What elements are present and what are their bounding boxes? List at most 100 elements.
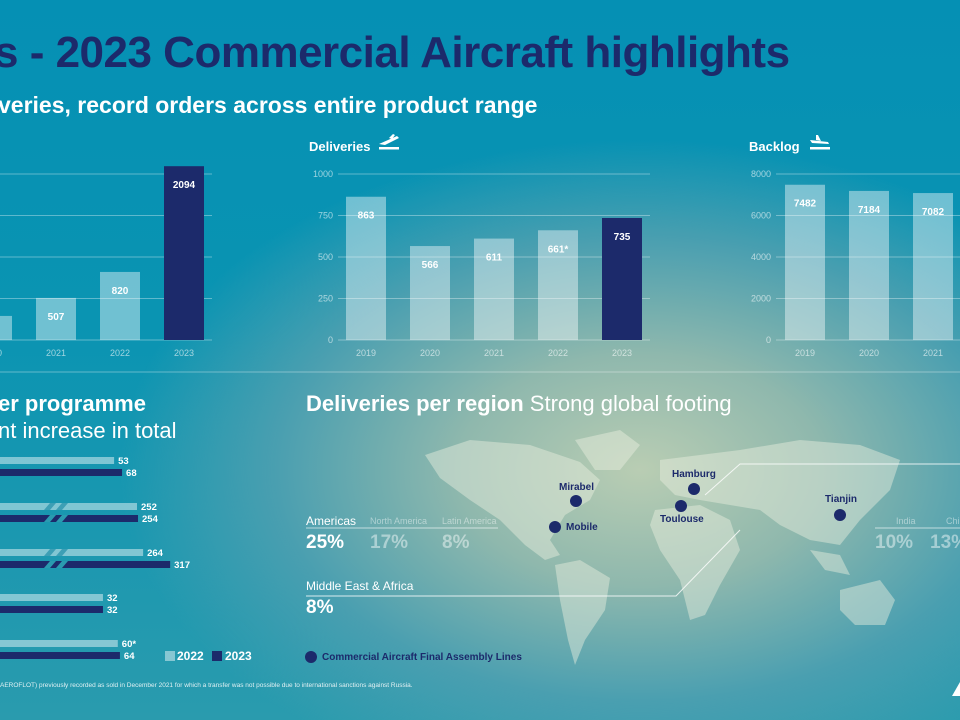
- bar: [0, 315, 12, 340]
- x-tick-label: 2023: [174, 348, 194, 358]
- x-tick-label: 2021: [923, 348, 943, 358]
- programme-bar-value: 32: [107, 605, 118, 616]
- north-america-label: North America: [370, 516, 428, 526]
- axis-break-mark: [44, 503, 56, 510]
- airbus-logo-fragment: [952, 682, 960, 696]
- bar-value-label: 7082: [922, 207, 945, 218]
- x-tick-label: 2020: [0, 348, 2, 358]
- programme-bar-value: 60*: [122, 639, 137, 650]
- x-tick-label: 2019: [795, 348, 815, 358]
- bar-value-label: 820: [112, 286, 129, 297]
- backlog-chart: 0 2000 4000 6000 8000 7482 2019 7184 2020 7082 202…: [751, 169, 960, 358]
- x-tick-label: 2022: [110, 348, 130, 358]
- bar: [602, 217, 642, 340]
- world-map: [425, 430, 900, 665]
- bar: [474, 238, 514, 340]
- legend-swatch-2022: [165, 651, 175, 661]
- asia-leader-line: [704, 463, 960, 496]
- bar-value-label: 661*: [548, 244, 569, 255]
- y-tick-label: 8000: [751, 169, 771, 179]
- deliveries-chart: 0 250 500 750 1000 863 2019 566 2020 611 2021 661* 2…: [313, 169, 650, 358]
- plane-takeoff-icon: [379, 134, 399, 150]
- bar: [346, 196, 386, 340]
- axis-break-mark: [44, 561, 56, 568]
- plane-landing-icon: [810, 135, 830, 150]
- y-tick-label: 500: [318, 252, 333, 262]
- slide-title: s - 2023 Commercial Aircraft highlights: [0, 28, 790, 77]
- slide-subtitle: veries, record orders across entire prod…: [0, 92, 538, 118]
- bar: [849, 190, 889, 340]
- city-label-mobile: Mobile: [566, 522, 598, 533]
- x-tick-label: 2023: [612, 348, 632, 358]
- city-dot-hamburg: [688, 483, 700, 495]
- programme-bar-value: 254: [142, 514, 159, 525]
- bar-value-label: 735: [614, 232, 631, 243]
- city-dot-toulouse: [675, 500, 687, 512]
- bar-value-label: 507: [48, 312, 65, 323]
- programme-bar: [0, 515, 139, 522]
- axis-break-mark: [44, 515, 56, 522]
- china-label: Chi: [946, 516, 960, 526]
- programme-subtitle: nt increase in total: [0, 418, 177, 443]
- city-label-mirabel: Mirabel: [559, 482, 595, 493]
- latin-america-value: 8%: [442, 532, 470, 553]
- mea-value: 8%: [306, 597, 334, 618]
- programme-bar-value: 32: [107, 593, 118, 604]
- programme-bar: [0, 640, 118, 647]
- city-dot-mirabel: [570, 495, 582, 507]
- programme-bar-value: 68: [126, 468, 137, 479]
- axis-break-mark: [56, 515, 68, 522]
- programme-bar: [0, 594, 103, 601]
- city-label-toulouse: Toulouse: [660, 514, 704, 525]
- legend-swatch-2023: [212, 651, 222, 661]
- axis-break-mark: [56, 549, 68, 556]
- bar: [785, 184, 825, 340]
- india-value: 10%: [875, 532, 914, 553]
- bar-value-label: 611: [486, 253, 503, 264]
- programme-bar: [0, 469, 123, 476]
- x-tick-label: 2021: [484, 348, 504, 358]
- y-tick-label: 0: [328, 335, 333, 345]
- programme-bar: [0, 652, 120, 659]
- bar-value-label: 863: [358, 211, 375, 222]
- latin-america-label: Latin America: [442, 516, 497, 526]
- y-tick-label: 1000: [313, 169, 333, 179]
- x-tick-label: 2020: [859, 348, 879, 358]
- city-dot-tianjin: [834, 509, 846, 521]
- americas-value: 25%: [306, 532, 345, 553]
- programme-bar: [0, 503, 137, 510]
- axis-break-mark: [56, 503, 68, 510]
- y-tick-label: 750: [318, 211, 333, 221]
- city-label-hamburg: Hamburg: [672, 469, 716, 480]
- legend-label-2023: 2023: [225, 649, 252, 663]
- china-value: 13%: [930, 532, 960, 553]
- programme-chart: 53 252 264 32 60* 68 254 317 32 64: [0, 456, 190, 662]
- programme-bar: [0, 457, 115, 464]
- axis-break-mark: [56, 561, 68, 568]
- programme-title: er programme: [0, 391, 146, 416]
- bar-value-label: 2094: [173, 180, 196, 191]
- programme-bar-value: 64: [124, 651, 135, 662]
- y-tick-label: 6000: [751, 211, 771, 221]
- bar-value-label: 7184: [858, 205, 881, 216]
- legend-label-2022: 2022: [177, 649, 204, 663]
- bar: [913, 193, 953, 340]
- y-tick-label: 250: [318, 294, 333, 304]
- x-tick-label: 2021: [46, 348, 66, 358]
- orders-chart: 2020 507 2021 820 2022 2094 2023: [0, 166, 212, 358]
- regions-title: Deliveries per region: [306, 391, 524, 416]
- india-label: India: [896, 516, 916, 526]
- bar-value-label: 566: [422, 260, 439, 271]
- backlog-title: Backlog: [749, 139, 800, 154]
- y-tick-label: 4000: [751, 252, 771, 262]
- mea-label: Middle East & Africa: [306, 579, 414, 593]
- axis-break-mark: [44, 549, 56, 556]
- programme-bar-value: 264: [147, 548, 164, 559]
- assembly-legend-dot: [305, 651, 317, 663]
- x-tick-label: 2019: [356, 348, 376, 358]
- bar: [36, 297, 76, 340]
- mea-leader-line: [306, 529, 741, 597]
- bar: [410, 246, 450, 340]
- programme-bar: [0, 606, 103, 613]
